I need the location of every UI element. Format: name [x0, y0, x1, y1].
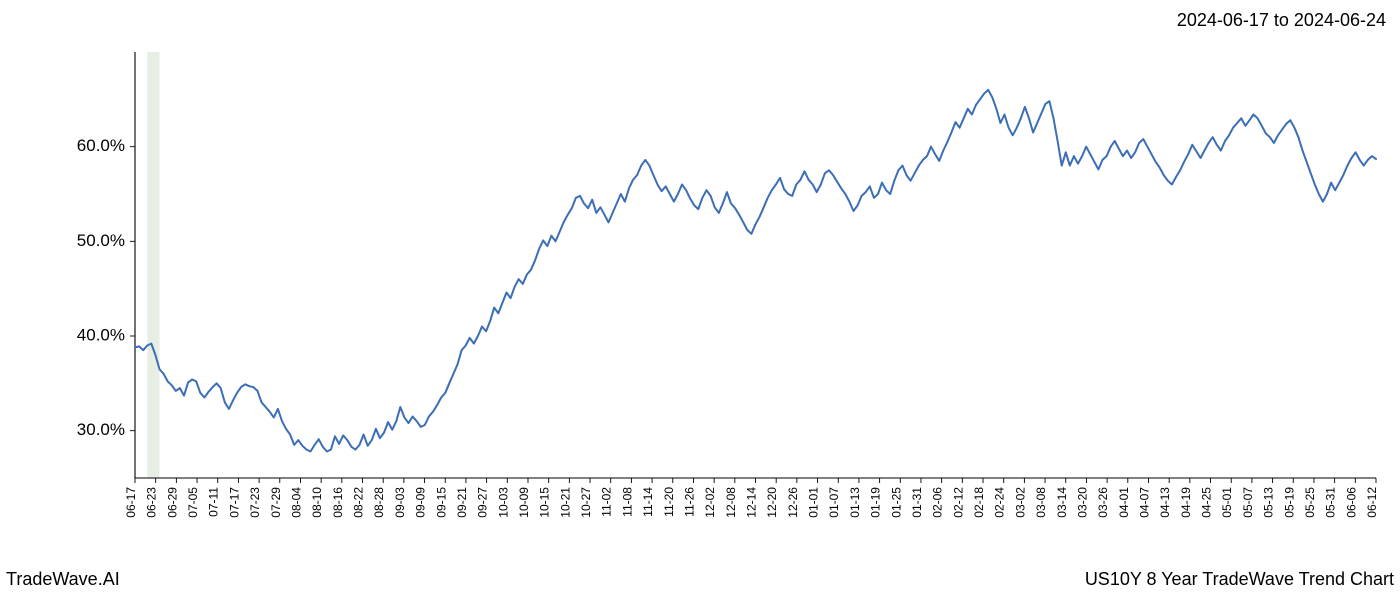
xtick-label: 09-21: [455, 487, 469, 518]
xtick-label: 03-20: [1075, 487, 1089, 518]
xtick-label: 01-01: [807, 487, 821, 518]
xtick-label: 07-11: [207, 487, 221, 517]
xtick-label: 02-24: [993, 487, 1007, 518]
ytick-label: 30.0%: [77, 420, 125, 439]
date-range-label: 2024-06-17 to 2024-06-24: [1177, 10, 1386, 31]
xtick-label: 08-10: [310, 487, 324, 518]
chart-title: US10Y 8 Year TradeWave Trend Chart: [1085, 569, 1394, 590]
xtick-label: 06-17: [124, 487, 138, 518]
xtick-label: 09-09: [414, 487, 428, 518]
xtick-label: 05-25: [1303, 487, 1317, 518]
ytick-label: 60.0%: [77, 136, 125, 155]
xtick-label: 05-13: [1262, 487, 1276, 518]
xtick-label: 03-26: [1096, 487, 1110, 518]
xtick-label: 08-22: [352, 487, 366, 518]
xtick-label: 08-04: [289, 487, 303, 518]
trend-series-line: [135, 90, 1376, 452]
xtick-label: 11-02: [600, 487, 614, 517]
xtick-label: 02-18: [972, 487, 986, 518]
xtick-label: 05-31: [1324, 487, 1338, 518]
xtick-label: 12-26: [786, 487, 800, 518]
xtick-label: 06-23: [145, 487, 159, 518]
xtick-label: 10-27: [579, 487, 593, 518]
xtick-label: 05-07: [1241, 487, 1255, 518]
xtick-label: 08-16: [331, 487, 345, 518]
xtick-label: 01-07: [827, 487, 841, 518]
xtick-label: 06-29: [165, 487, 179, 518]
xtick-label: 04-07: [1137, 487, 1151, 518]
chart-area: 06-17 06-23 06-29 07-05 07-11 07-17 07-23 07-29…: [60, 44, 1386, 550]
xtick-label: 04-13: [1158, 487, 1172, 518]
xtick-label: 12-08: [724, 487, 738, 518]
xtick-label: 10-21: [558, 487, 572, 518]
xtick-label: 04-01: [1117, 487, 1131, 518]
xtick-label: 09-03: [393, 487, 407, 518]
xtick-label: 12-14: [745, 487, 759, 518]
xtick-label: 01-31: [910, 487, 924, 518]
xtick-label: 10-03: [496, 487, 510, 518]
xtick-label: 04-25: [1200, 487, 1214, 518]
xtick-label: 07-05: [186, 487, 200, 518]
xtick-label: 08-28: [372, 487, 386, 518]
ytick-label: 50.0%: [77, 231, 125, 250]
xtick-label: 07-23: [248, 487, 262, 518]
xtick-label: 09-15: [434, 487, 448, 518]
xtick-label: 12-20: [765, 487, 779, 518]
xtick-label: 02-12: [951, 487, 965, 518]
xtick-label: 03-08: [1034, 487, 1048, 518]
xtick-label: 03-02: [1013, 487, 1027, 518]
ytick-label: 40.0%: [77, 325, 125, 344]
xtick-label: 09-27: [476, 487, 490, 518]
xtick-label: 04-19: [1179, 487, 1193, 518]
xtick-label: 01-25: [889, 487, 903, 518]
xtick-label: 12-02: [703, 487, 717, 518]
line-chart: 06-17 06-23 06-29 07-05 07-11 07-17 07-23 07-29…: [60, 44, 1386, 550]
highlight-band: [147, 52, 159, 478]
xtick-label: 11-26: [682, 487, 696, 517]
xtick-label: 02-06: [931, 487, 945, 518]
xtick-label: 07-29: [269, 487, 283, 518]
xtick-label: 10-15: [538, 487, 552, 518]
xtick-label: 01-13: [848, 487, 862, 518]
xtick-label: 07-17: [227, 487, 241, 518]
xtick-label: 05-01: [1220, 487, 1234, 518]
xtick-label: 03-14: [1055, 487, 1069, 518]
xtick-label: 01-19: [869, 487, 883, 518]
xtick-label: 06-12: [1365, 487, 1379, 518]
xtick-label: 11-14: [641, 487, 655, 517]
xtick-label: 06-06: [1344, 487, 1358, 518]
brand-label: TradeWave.AI: [6, 569, 120, 590]
xtick-label: 10-09: [517, 487, 531, 518]
xtick-label: 05-19: [1282, 487, 1296, 518]
xtick-label: 11-20: [662, 487, 676, 517]
xtick-label: 11-08: [620, 487, 634, 517]
